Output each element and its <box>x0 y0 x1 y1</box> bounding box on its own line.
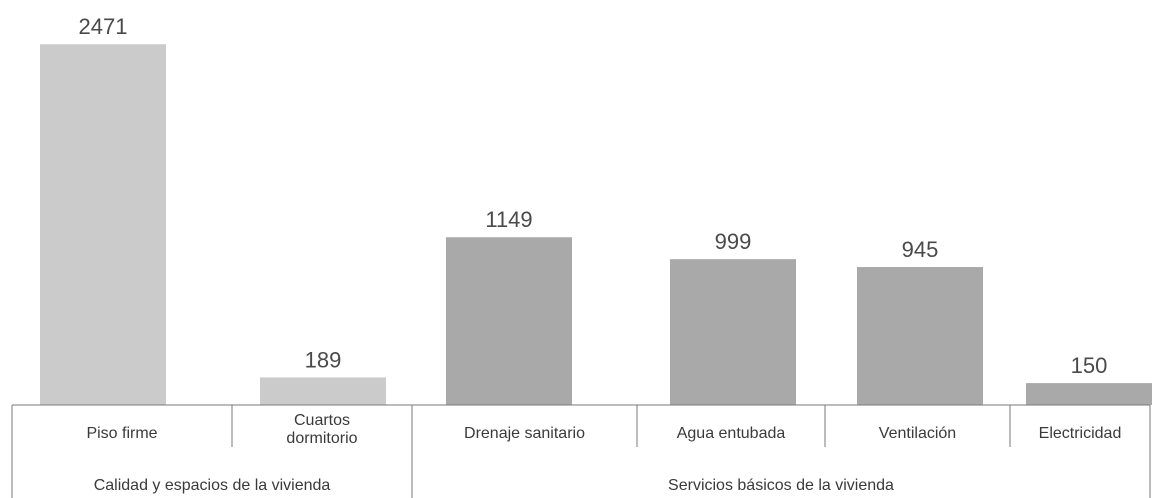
value-label-5: 150 <box>1071 353 1108 378</box>
value-labels-layer: 2471 189 1149 999 945 150 <box>79 14 1108 378</box>
group-labels-layer: Calidad y espacios de la vivienda Servici… <box>94 477 894 494</box>
bar-2 <box>446 237 572 405</box>
category-label-5: Electricidad <box>1039 425 1122 442</box>
value-label-2: 1149 <box>485 207 532 232</box>
bar-4 <box>857 267 983 405</box>
bar-3 <box>670 259 796 405</box>
bar-1 <box>260 377 386 405</box>
value-label-3: 999 <box>715 229 752 254</box>
value-label-0: 2471 <box>79 14 128 39</box>
category-labels-layer: Piso firme Cuartos dormitorio Drenaje sanit… <box>86 412 1121 447</box>
category-label-0: Piso firme <box>86 425 157 442</box>
bars-layer <box>40 44 1152 405</box>
group-label-1: Servicios básicos de la vivienda <box>668 477 894 494</box>
category-label-4: Ventilación <box>879 425 956 442</box>
category-label-3: Agua entubada <box>677 425 786 442</box>
value-label-1: 189 <box>305 347 342 372</box>
category-label-1: Cuartos dormitorio <box>286 412 357 447</box>
bar-0 <box>40 44 166 405</box>
group-label-0: Calidad y espacios de la vivienda <box>94 477 331 494</box>
category-axis <box>11 404 1151 498</box>
value-label-4: 945 <box>902 237 939 262</box>
bar-5 <box>1026 383 1152 405</box>
category-label-2: Drenaje sanitario <box>464 425 585 442</box>
